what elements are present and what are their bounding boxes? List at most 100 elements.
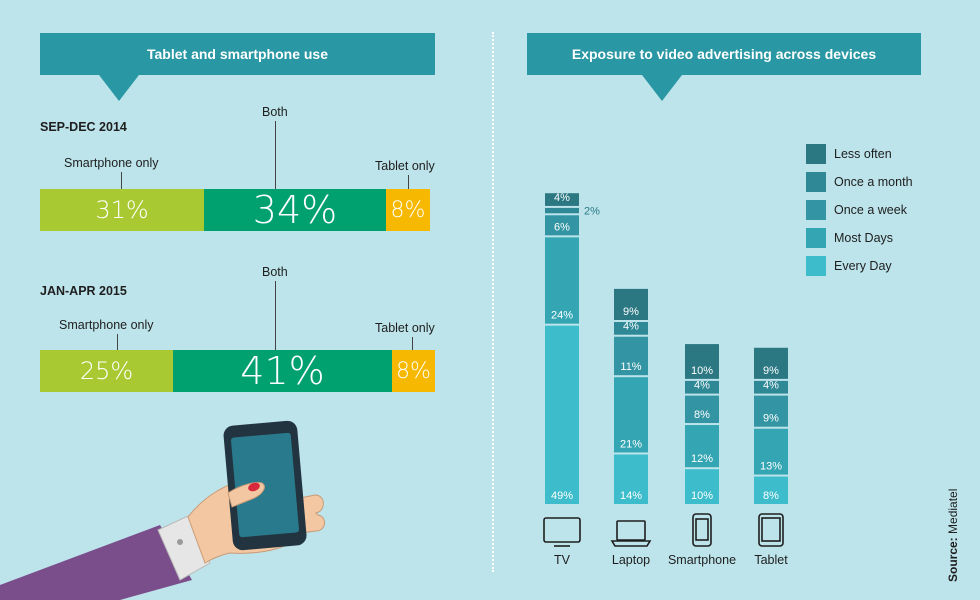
data-label-laptop-once-a-week: 11%: [620, 361, 641, 373]
bar-smartphone-once-a-week: [685, 395, 719, 424]
bar-tablet-once-a-week: [754, 395, 788, 427]
tick-both-2014: [275, 121, 276, 189]
bar-tv-every-day: [545, 325, 579, 504]
tv-icon: [543, 517, 581, 547]
data-label-tablet-most-days: 13%: [760, 461, 782, 473]
left-panel-title-text: Tablet and smartphone use: [147, 46, 328, 62]
cuff-button: [177, 539, 183, 545]
panel-divider: [492, 32, 494, 572]
left-banner-pointer: [99, 75, 139, 101]
legend-label-most-days: Most Days: [834, 231, 894, 245]
data-label-tv-once-a-month: 2%: [584, 206, 600, 218]
right-panel-title: Exposure to video advertising across dev…: [527, 33, 921, 75]
bar-tv-most-days: [545, 237, 579, 324]
data-label-tablet-once-a-week: 9%: [763, 413, 779, 425]
bar-tablet-most-days: [754, 428, 788, 475]
data-label-laptop-most-days: 21%: [620, 438, 642, 450]
bar-smartphone-every-day: [685, 469, 719, 504]
segment-smartphone-only-2015: 25%: [40, 350, 173, 392]
label-smartphone-only-2014: Smartphone only: [64, 156, 159, 170]
source-prefix: Source:: [946, 537, 960, 582]
smartphone-icon: [692, 513, 712, 547]
tick-tablet-only-2014: [408, 175, 409, 189]
data-label-tablet-every-day: 8%: [763, 490, 779, 502]
bar-laptop-once-a-month: [614, 322, 648, 335]
source-text: Mediatel: [946, 488, 960, 538]
value-tablet-only-2014: 8%: [390, 197, 426, 223]
legend-label-once-a-week: Once a week: [834, 203, 907, 217]
bar-tv-once-a-week: [545, 215, 579, 236]
chart-legend: Less often Once a month Once a week Most Da…: [806, 140, 913, 280]
usage-bar-2015: 25% 41% 8%: [40, 349, 435, 393]
data-label-smartphone-every-day: 10%: [691, 490, 713, 502]
legend-swatch-once-a-week: [806, 200, 826, 220]
category-label-smartphone: Smartphone: [668, 553, 736, 567]
legend-label-every-day: Every Day: [834, 259, 892, 273]
legend-swatch-once-a-month: [806, 172, 826, 192]
bar-laptop-every-day: [614, 454, 648, 504]
source-note: Source: Mediatel: [946, 489, 960, 582]
label-tablet-only-2015: Tablet only: [375, 321, 435, 335]
bar-tv-less-often: [545, 193, 579, 206]
tick-tablet-only-2015: [412, 337, 413, 350]
segment-smartphone-only-2014: 31%: [40, 189, 204, 231]
label-both-2015: Both: [262, 265, 288, 279]
legend-swatch-most-days: [806, 228, 826, 248]
legend-item-every-day: Every Day: [806, 252, 913, 280]
tick-both-2015: [275, 281, 276, 350]
category-label-tablet: Tablet: [754, 553, 788, 567]
right-banner-pointer: [642, 75, 682, 101]
data-label-tv-less-often: 4%: [554, 192, 570, 204]
data-label-tablet-once-a-month: 4%: [763, 380, 779, 392]
legend-item-once-a-month: Once a month: [806, 168, 913, 196]
category-label-laptop: Laptop: [612, 553, 650, 567]
bar-tablet-less-often: [754, 347, 788, 379]
value-smartphone-only-2014: 31%: [95, 196, 149, 224]
category-label-tv: TV: [554, 553, 571, 567]
video-ad-exposure-chart: 49% 24% 6% 2% 4% TV 14% 21% 11% 4% 9% Laptop 10% 12% 8…: [543, 192, 788, 567]
period-label-2015: JAN-APR 2015: [40, 284, 127, 298]
bar-laptop-less-often: [614, 288, 648, 320]
value-both-2014: 34%: [252, 188, 338, 232]
cuff: [157, 514, 211, 581]
label-both-2014: Both: [262, 105, 288, 119]
bar-laptop-once-a-week: [614, 336, 648, 376]
data-label-smartphone-once-a-month: 4%: [694, 380, 710, 392]
segment-both-2015: 41%: [173, 349, 392, 393]
data-label-smartphone-most-days: 12%: [691, 453, 713, 465]
legend-item-once-a-week: Once a week: [806, 196, 913, 224]
legend-item-most-days: Most Days: [806, 224, 913, 252]
segment-tablet-only-2014: 8%: [386, 189, 430, 231]
laptop-icon: [610, 520, 652, 547]
data-label-laptop-every-day: 14%: [620, 490, 642, 502]
legend-label-once-a-month: Once a month: [834, 175, 913, 189]
legend-swatch-less-often: [806, 144, 826, 164]
left-panel-title: Tablet and smartphone use: [40, 33, 435, 75]
bar-smartphone-once-a-month: [685, 380, 719, 394]
legend-swatch-every-day: [806, 256, 826, 276]
data-label-tv-most-days: 24%: [551, 310, 573, 322]
data-label-tv-every-day: 49%: [551, 490, 573, 502]
legend-label-less-often: Less often: [834, 147, 892, 161]
data-label-smartphone-once-a-week: 8%: [694, 409, 710, 421]
tick-smartphone-only-2015: [117, 334, 118, 350]
data-label-laptop-less-often: 9%: [623, 306, 639, 318]
bar-tablet-once-a-month: [754, 380, 788, 394]
data-label-smartphone-less-often: 10%: [691, 365, 713, 377]
segment-tablet-only-2015: 8%: [392, 350, 435, 392]
bar-laptop-most-days: [614, 377, 648, 453]
data-label-tv-once-a-week: 6%: [554, 221, 570, 233]
data-label-laptop-once-a-month: 4%: [623, 321, 639, 333]
legend-item-less-often: Less often: [806, 140, 913, 168]
right-panel-title-text: Exposure to video advertising across dev…: [571, 46, 877, 62]
value-both-2015: 41%: [240, 349, 325, 393]
label-tablet-only-2014: Tablet only: [375, 159, 435, 173]
tick-smartphone-only-2014: [121, 172, 122, 189]
value-tablet-only-2015: 8%: [396, 358, 431, 384]
hand-holding-phone-illustration: [0, 420, 325, 600]
phone-screen: [231, 432, 299, 538]
bar-smartphone-less-often: [685, 344, 719, 379]
label-smartphone-only-2015: Smartphone only: [59, 318, 154, 332]
segment-both-2014: 34%: [204, 188, 386, 232]
tablet-icon: [758, 513, 784, 547]
